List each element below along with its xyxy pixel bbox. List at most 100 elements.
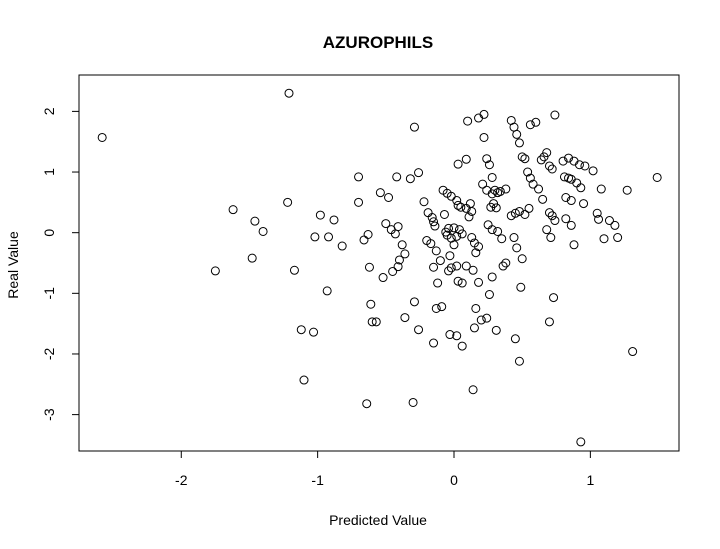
data-point <box>592 208 602 218</box>
data-point <box>310 232 320 242</box>
data-point <box>449 240 459 250</box>
data-point <box>337 241 347 251</box>
data-point <box>478 179 488 189</box>
data-point <box>429 217 439 227</box>
data-point <box>363 229 373 239</box>
data-point <box>296 325 306 335</box>
data-point <box>426 239 436 249</box>
data-point <box>228 205 238 215</box>
data-point <box>400 249 410 259</box>
data-point <box>484 290 494 300</box>
data-point <box>258 226 268 236</box>
data-point <box>465 199 475 209</box>
data-point <box>525 173 535 183</box>
y-tick-label: 1 <box>41 168 57 176</box>
data-point <box>566 196 576 206</box>
data-point <box>461 203 471 213</box>
data-point <box>444 266 454 276</box>
data-point <box>569 240 579 250</box>
data-point <box>542 225 552 235</box>
data-point <box>315 210 325 220</box>
data-point <box>467 233 477 243</box>
data-point <box>461 261 471 271</box>
data-point <box>576 183 586 193</box>
data-point <box>514 356 524 366</box>
y-tick-label: 0 <box>41 229 57 237</box>
data-point <box>210 266 220 276</box>
data-point <box>457 278 467 288</box>
data-point <box>324 232 334 242</box>
data-point <box>409 122 419 132</box>
data-points <box>97 88 662 447</box>
data-point <box>97 132 107 142</box>
data-point <box>622 185 632 195</box>
data-point <box>544 161 554 171</box>
data-point <box>469 323 479 333</box>
data-point <box>549 293 559 303</box>
data-point <box>479 109 489 119</box>
data-point <box>449 223 459 233</box>
data-point <box>566 220 576 230</box>
data-point <box>394 255 404 265</box>
data-point <box>501 258 511 268</box>
data-point <box>388 266 398 276</box>
data-point <box>393 222 403 232</box>
data-point <box>452 196 462 206</box>
data-point <box>491 325 501 335</box>
data-point <box>479 132 489 142</box>
data-point <box>538 194 548 204</box>
data-point <box>429 262 439 272</box>
data-point <box>457 229 467 239</box>
data-point <box>446 263 456 273</box>
data-point <box>483 220 493 230</box>
data-point <box>510 208 520 218</box>
data-point <box>354 197 364 207</box>
data-point <box>497 234 507 244</box>
y-tick-label: -2 <box>41 348 57 361</box>
x-axis-label: Predicted Value <box>329 512 427 528</box>
data-point <box>613 233 623 243</box>
data-point <box>599 234 609 244</box>
data-point <box>429 338 439 348</box>
data-point <box>491 203 501 213</box>
y-axis: -3 -2 -1 0 1 2 <box>41 107 80 421</box>
data-point <box>359 235 369 245</box>
data-point <box>284 88 294 98</box>
data-point <box>457 341 467 351</box>
data-point <box>468 385 478 395</box>
data-point <box>474 242 484 252</box>
data-point <box>514 138 524 148</box>
x-tick-label: 0 <box>450 472 458 488</box>
data-point <box>354 172 364 182</box>
data-point <box>471 248 481 258</box>
x-axis: -2 -1 0 1 <box>175 450 594 488</box>
data-point <box>375 188 385 198</box>
data-point <box>579 199 589 209</box>
y-axis-label: Real Value <box>5 231 21 299</box>
data-point <box>536 155 546 165</box>
data-point <box>476 315 486 325</box>
data-point <box>456 202 466 212</box>
data-point <box>250 216 260 226</box>
y-tick-label: -3 <box>41 408 57 421</box>
data-point <box>474 277 484 287</box>
data-point <box>487 272 497 282</box>
data-point <box>397 240 407 250</box>
data-point <box>445 330 455 340</box>
data-point <box>381 219 391 229</box>
data-point <box>419 197 429 207</box>
data-point <box>544 208 554 218</box>
data-point <box>550 110 560 120</box>
data-point <box>482 313 492 323</box>
data-point <box>452 261 462 271</box>
data-point <box>493 226 503 236</box>
data-point <box>547 164 557 174</box>
data-point <box>628 347 638 357</box>
data-point <box>427 213 437 223</box>
data-point <box>423 208 433 218</box>
data-point <box>467 206 477 216</box>
data-point <box>283 197 293 207</box>
data-point <box>572 178 582 188</box>
data-point <box>322 286 332 296</box>
